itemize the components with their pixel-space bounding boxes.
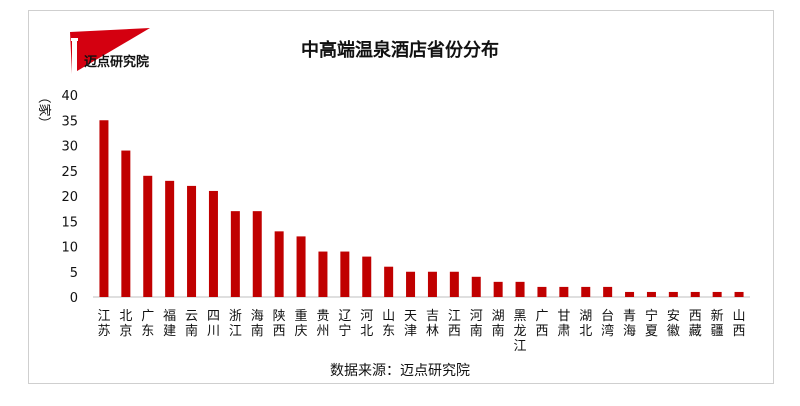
- x-tick-label: 湖北: [579, 309, 592, 339]
- x-tick-label: 天津: [404, 309, 417, 339]
- x-tick-label: 青海: [623, 309, 636, 339]
- bar: [493, 281, 503, 297]
- bar: [406, 271, 416, 297]
- y-tick-label: 0: [70, 291, 78, 306]
- y-tick-label: 5: [70, 266, 78, 281]
- x-tick-label: 湖南: [492, 309, 505, 339]
- y-tick-label: 25: [61, 165, 78, 180]
- bar: [208, 190, 218, 297]
- x-tick-label: 广东: [141, 309, 154, 339]
- x-tick-label: 甘肃: [557, 309, 570, 339]
- chart-title: 中高端温泉酒店省份分布: [301, 40, 499, 61]
- x-tick-label: 山东: [382, 309, 395, 339]
- x-tick-label: 广西: [535, 309, 548, 339]
- x-tick-label: 宁夏: [645, 308, 658, 339]
- bar: [121, 150, 131, 297]
- bar: [668, 291, 678, 297]
- bar: [427, 271, 437, 297]
- bar: [340, 251, 350, 297]
- x-tick-label: 云南: [185, 309, 198, 339]
- bar: [230, 211, 240, 297]
- bar: [559, 286, 569, 297]
- bar: [646, 291, 656, 297]
- bar: [690, 291, 700, 297]
- x-tick-label: 河北: [360, 309, 373, 339]
- x-tick-label: 江苏: [97, 309, 110, 339]
- data-source: 数据来源：迈点研究院: [330, 363, 470, 379]
- bar: [296, 236, 306, 297]
- x-tick-label: 安徽: [667, 309, 680, 339]
- x-tick-label: 河南: [470, 309, 483, 339]
- bar: [318, 251, 328, 297]
- x-tick-label: 重庆: [295, 308, 308, 339]
- bar: [734, 291, 744, 297]
- bar: [187, 185, 197, 297]
- bar: [99, 120, 109, 297]
- y-axis-label: （家）: [36, 90, 52, 129]
- x-tick-label: 新疆: [711, 308, 724, 339]
- bar: [625, 291, 635, 297]
- chart-frame: [28, 10, 774, 384]
- x-tick-label: 四川: [207, 309, 220, 339]
- y-tick-label: 20: [61, 190, 78, 205]
- y-tick-label: 15: [61, 215, 78, 230]
- bar: [384, 266, 394, 297]
- x-tick-label: 江西: [448, 309, 461, 339]
- x-tick-label: 山西: [733, 309, 746, 339]
- bar: [581, 286, 591, 297]
- x-tick-label: 辽宁: [338, 309, 351, 339]
- bar: [515, 281, 525, 297]
- x-tick-label: 西藏: [689, 309, 702, 339]
- bar: [362, 256, 372, 297]
- bar: [165, 180, 175, 297]
- bar: [603, 286, 613, 297]
- bar: [143, 175, 153, 297]
- x-tick-label: 陕西: [273, 309, 286, 339]
- x-tick-label: 台湾: [601, 309, 614, 339]
- bar: [252, 211, 262, 297]
- y-tick-label: 10: [61, 241, 78, 256]
- x-tick-label: 福建: [163, 309, 176, 339]
- x-tick-label: 浙江: [229, 309, 242, 339]
- x-tick-label: 海南: [251, 309, 264, 339]
- y-tick-label: 40: [61, 89, 78, 104]
- bar: [449, 271, 459, 297]
- bar: [712, 291, 722, 297]
- x-tick-label: 贵州: [316, 309, 329, 339]
- y-tick-label: 35: [61, 114, 78, 129]
- x-tick-label: 黑龙江: [514, 309, 527, 354]
- y-tick-label: 30: [61, 140, 78, 155]
- bar: [537, 286, 547, 297]
- x-tick-label: 吉林: [426, 309, 439, 339]
- logo-icon: [70, 28, 150, 74]
- bar: [471, 276, 481, 297]
- bar: [274, 231, 284, 297]
- x-tick-label: 北京: [119, 309, 132, 339]
- logo-text: 迈点研究院: [84, 55, 150, 70]
